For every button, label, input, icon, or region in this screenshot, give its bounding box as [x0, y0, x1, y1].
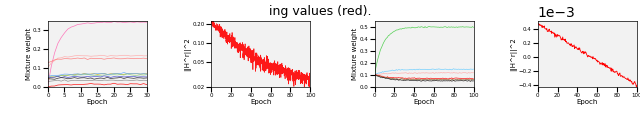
Y-axis label: Mixture weight: Mixture weight — [352, 28, 358, 80]
X-axis label: Epoch: Epoch — [577, 99, 598, 105]
X-axis label: Epoch: Epoch — [250, 99, 271, 105]
Text: ing values (red).: ing values (red). — [269, 5, 371, 18]
Y-axis label: Mixture weight: Mixture weight — [26, 28, 31, 80]
Y-axis label: ||H^r||^2: ||H^r||^2 — [510, 37, 517, 71]
Y-axis label: ||H^r||^2: ||H^r||^2 — [184, 37, 191, 71]
X-axis label: Epoch: Epoch — [87, 99, 108, 105]
X-axis label: Epoch: Epoch — [413, 99, 435, 105]
